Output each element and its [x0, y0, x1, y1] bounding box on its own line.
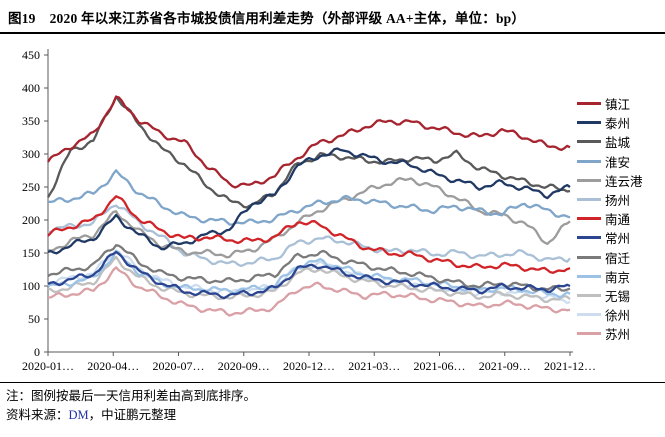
x-tick-label: 2021-06… [414, 359, 466, 373]
y-tick-label: 0 [34, 345, 40, 359]
figure-title: 图19 2020 年以来江苏省各市城投债信用利差走势（外部评级 AA+主体，单位：… [0, 0, 665, 32]
legend-label: 苏州 [605, 328, 631, 343]
y-tick-label: 400 [22, 81, 40, 95]
legend-label: 无锡 [605, 289, 631, 304]
title-divider [0, 32, 665, 34]
legend-label: 常州 [605, 232, 631, 247]
series-line-宿迁 [47, 244, 571, 292]
legend-swatch [577, 198, 601, 202]
legend-item: 苏州 [577, 324, 643, 343]
source-prefix: 资料来源： [6, 408, 69, 423]
series-line-泰州 [47, 147, 571, 255]
series-line-苏州 [47, 266, 571, 317]
legend-swatch [577, 293, 601, 297]
y-tick-label: 50 [28, 312, 40, 326]
legend-item: 泰州 [577, 113, 643, 132]
legend-item: 南通 [577, 209, 643, 228]
legend-label: 连云港 [605, 174, 643, 189]
x-tick-label: 2020-09… [218, 359, 270, 373]
legend-item: 连云港 [577, 171, 643, 190]
legend-swatch [577, 217, 601, 221]
note-line: 注：图例按最后一天信用利差由高到底排序。 [6, 389, 257, 403]
source-suffix: ，中证鹏元整理 [88, 408, 177, 423]
series-line-盐城 [47, 95, 571, 209]
legend-swatch [577, 159, 601, 163]
legend-label: 南通 [605, 213, 631, 228]
x-tick-label: 2021-03… [348, 359, 400, 373]
legend-swatch [577, 255, 601, 259]
legend-item: 盐城 [577, 132, 643, 151]
legend-swatch [577, 313, 601, 317]
series-line-淮安 [47, 169, 571, 226]
x-tick-label: 2020-04… [87, 359, 139, 373]
y-tick-label: 200 [22, 213, 40, 227]
figure-notes: 注：图例按最后一天信用利差由高到底排序。 资料来源：DM，中证鹏元整理 [0, 383, 665, 426]
x-tick-label: 2020-01… [22, 359, 74, 373]
y-tick-label: 100 [22, 279, 40, 293]
notes-divider [0, 382, 665, 383]
series-line-常州 [47, 250, 571, 300]
series-line-镇江 [47, 95, 571, 189]
y-tick-label: 450 [22, 48, 40, 62]
legend-label: 南京 [605, 270, 631, 285]
legend-label: 宿迁 [605, 251, 631, 266]
y-tick-label: 350 [22, 114, 40, 128]
figure-title-text: 2020 年以来江苏省各市城投债信用利差走势（外部评级 AA+主体，单位：bp） [49, 11, 526, 26]
line-chart: 0 50 100 150 200 250 300 350 400 450 2020-01… 2020-… [22, 48, 596, 373]
legend-item: 徐州 [577, 305, 643, 324]
x-tick-label: 2020-12… [283, 359, 335, 373]
legend-label: 泰州 [605, 117, 631, 132]
chart-area: 0 50 100 150 200 250 300 350 400 450 2020-01… 2020-… [0, 34, 665, 382]
legend-label: 徐州 [605, 309, 631, 324]
series-line-无锡 [47, 255, 571, 303]
legend-item: 南京 [577, 267, 643, 286]
legend-item: 淮安 [577, 152, 643, 171]
x-tick-label: 2021-09… [479, 359, 531, 373]
legend-swatch [577, 140, 601, 144]
source-line: 资料来源：DM，中证鹏元整理 [6, 406, 659, 425]
x-tick-label: 2021-12… [544, 359, 596, 373]
figure-number: 图19 [8, 11, 36, 26]
legend-swatch [577, 274, 601, 278]
chart-legend: 镇江泰州盐城淮安连云港扬州南通常州宿迁南京无锡徐州苏州 [577, 94, 643, 343]
legend-label: 镇江 [605, 98, 631, 113]
legend-swatch [577, 178, 601, 182]
source-link-dm[interactable]: DM [68, 408, 89, 423]
legend-label: 扬州 [605, 194, 631, 209]
x-tick-label: 2020-07… [153, 359, 205, 373]
series-line-连云港 [47, 176, 571, 259]
y-tick-label: 250 [22, 180, 40, 194]
legend-swatch [577, 236, 601, 240]
legend-item: 镇江 [577, 94, 643, 113]
legend-swatch [577, 102, 601, 106]
series-line-扬州 [47, 204, 571, 268]
legend-item: 宿迁 [577, 248, 643, 267]
legend-item: 常州 [577, 228, 643, 247]
legend-label: 淮安 [605, 155, 631, 170]
series-line-南京 [47, 249, 571, 299]
legend-item: 扬州 [577, 190, 643, 209]
legend-swatch [577, 332, 601, 336]
y-tick-label: 150 [22, 246, 40, 260]
legend-swatch [577, 121, 601, 125]
legend-label: 盐城 [605, 136, 631, 151]
series-line-徐州 [47, 249, 571, 305]
series-line-南通 [47, 195, 571, 274]
y-tick-label: 300 [22, 147, 40, 161]
legend-item: 无锡 [577, 286, 643, 305]
